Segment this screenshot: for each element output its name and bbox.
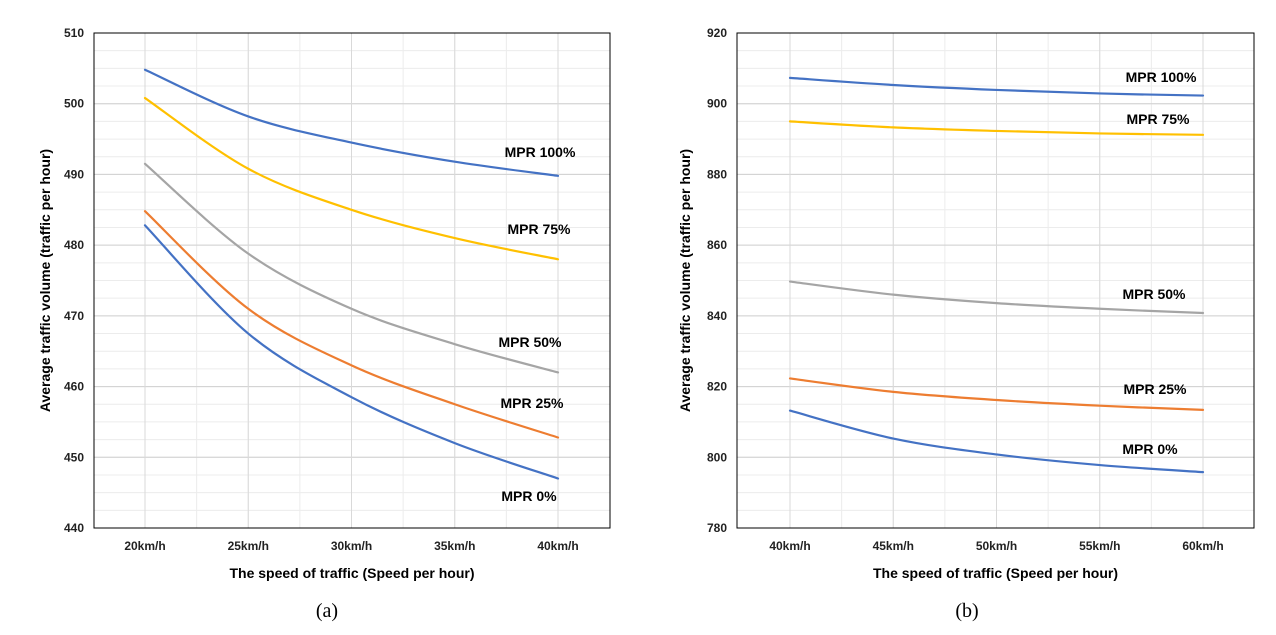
x-tick-label: 30km/h (331, 539, 372, 553)
plot-area-border (736, 32, 1255, 529)
y-tick-label: 490 (64, 167, 84, 181)
y-tick-label: 440 (64, 521, 84, 535)
y-tick-label: 900 (707, 97, 727, 111)
series-line-mpr-75 (143, 96, 560, 261)
series-label: MPR 0% (501, 488, 557, 504)
series-label: MPR 75% (1126, 111, 1190, 127)
x-tick-label: 45km/h (873, 539, 914, 553)
series-line-mpr-0 (143, 224, 560, 480)
x-axis-title: The speed of traffic (Speed per hour) (873, 565, 1118, 581)
y-axis-title: Average traffic volume (traffic per hour… (677, 149, 693, 412)
series-label: MPR 100% (505, 144, 576, 160)
y-tick-label: 920 (707, 26, 727, 40)
x-tick-label: 60km/h (1182, 539, 1223, 553)
series-label: MPR 100% (1126, 69, 1197, 85)
x-tick-label: 40km/h (769, 539, 810, 553)
series-line-mpr-25 (143, 210, 560, 439)
figure-caption: (a) (316, 600, 338, 622)
x-tick-label: 25km/h (228, 539, 269, 553)
chart-panel-b: 780 800 820 840 860 880 900 920 40km/h 45km/h 50km… (677, 26, 1255, 622)
series-label: MPR 75% (507, 221, 571, 237)
y-axis-title: Average traffic volume (traffic per hour… (37, 149, 53, 412)
chart-panel-a: 440 450 460 470 480 490 500 510 20km/h 25km/h 30km… (37, 26, 611, 622)
x-tick-label: 55km/h (1079, 539, 1120, 553)
x-axis-title: The speed of traffic (Speed per hour) (229, 565, 474, 581)
series-label: MPR 50% (498, 334, 562, 350)
y-tick-label: 460 (64, 380, 84, 394)
x-tick-label: 50km/h (976, 539, 1017, 553)
x-tick-label: 20km/h (124, 539, 165, 553)
series-label: MPR 0% (1122, 441, 1178, 457)
y-tick-label: 840 (707, 309, 727, 323)
y-tick-label: 480 (64, 238, 84, 252)
y-tick-label: 510 (64, 26, 84, 40)
y-tick-label: 780 (707, 521, 727, 535)
y-tick-label: 800 (707, 450, 727, 464)
y-tick-label: 470 (64, 309, 84, 323)
series-line-mpr-50 (143, 162, 560, 374)
y-tick-label: 500 (64, 97, 84, 111)
series-label: MPR 50% (1122, 286, 1186, 302)
x-tick-label: 40km/h (537, 539, 578, 553)
y-tick-label: 860 (707, 238, 727, 252)
x-tick-label: 35km/h (434, 539, 475, 553)
y-tick-label: 880 (707, 167, 727, 181)
y-tick-label: 450 (64, 450, 84, 464)
y-tick-label: 820 (707, 380, 727, 394)
series-label: MPR 25% (500, 395, 564, 411)
plot-area-border (93, 32, 611, 529)
series-label: MPR 25% (1123, 381, 1187, 397)
figure-caption: (b) (955, 600, 978, 622)
